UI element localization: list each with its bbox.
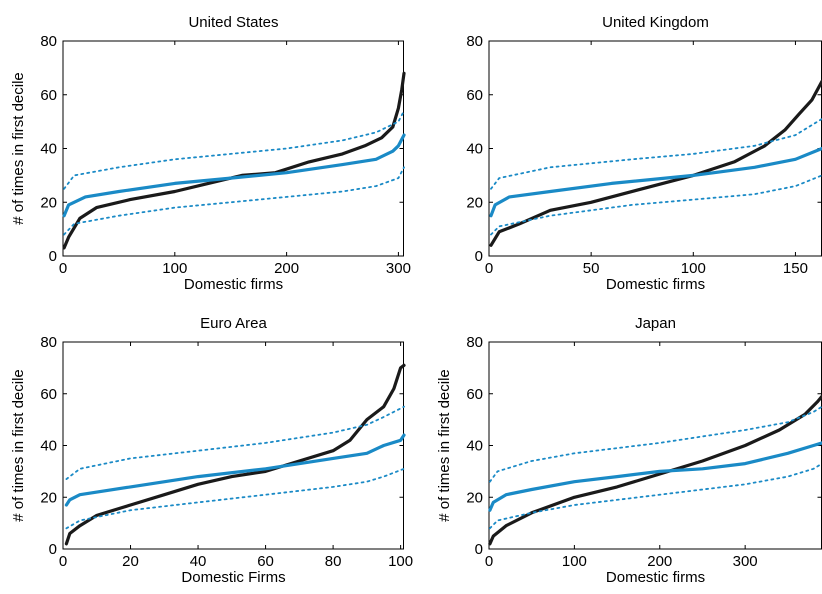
x-tick-label: 200 (274, 260, 299, 277)
y-tick-label: 0 (475, 541, 483, 558)
actual-series-line (62, 71, 406, 250)
y-tick-label: 40 (40, 438, 57, 455)
y-tick-label: 20 (466, 194, 483, 211)
y-tick-label: 60 (40, 87, 57, 104)
y-tick-label: 60 (466, 87, 483, 104)
y-tick-label: 40 (466, 141, 483, 158)
y-axis-label: # of times in first decile (10, 369, 27, 522)
y-tick-label: 60 (466, 386, 483, 403)
chart-panel: Euro Area 0 20 40 60 80 100 0 20 40 60 80 Domestic F… (10, 315, 413, 586)
y-tick-label: 80 (40, 33, 57, 50)
x-axis-label: Domestic Firms (181, 569, 285, 586)
plot-frame (62, 40, 404, 257)
x-tick-label: 0 (59, 260, 67, 277)
upper-band-line (489, 405, 822, 483)
chart-panel: Japan 0 100 200 300 0 20 40 60 80 Domestic firms # … (436, 315, 822, 586)
x-axis-label: Domestic firms (606, 276, 705, 293)
y-tick-label: 40 (40, 141, 57, 158)
x-tick-label: 0 (485, 260, 493, 277)
x-tick-label: 80 (325, 553, 342, 570)
upper-band-line (65, 405, 405, 480)
x-tick-label: 40 (190, 553, 207, 570)
x-tick-label: 100 (681, 260, 706, 277)
y-tick-label: 20 (40, 489, 57, 506)
chart-panel: United Kingdom 0 50 100 150 0 20 40 60 80 Domestic… (466, 14, 822, 293)
x-axis-label: Domestic firms (606, 569, 705, 586)
x-tick-label: 20 (122, 553, 139, 570)
y-tick-label: 0 (49, 541, 57, 558)
x-tick-label: 150 (783, 260, 808, 277)
y-axis-label: # of times in first decile (436, 369, 453, 522)
x-tick-label: 60 (257, 553, 274, 570)
chart-title: Japan (635, 315, 676, 332)
chart-title: United Kingdom (602, 14, 709, 31)
lower-band-line (490, 174, 822, 236)
x-tick-label: 300 (386, 260, 411, 277)
lower-band-line (489, 462, 822, 530)
plot-frame (488, 40, 822, 257)
y-axis-label: # of times in first decile (10, 72, 27, 225)
x-tick-label: 0 (59, 553, 67, 570)
y-tick-label: 80 (466, 334, 483, 351)
x-tick-label: 100 (162, 260, 187, 277)
y-tick-label: 20 (40, 194, 57, 211)
x-tick-label: 200 (647, 553, 672, 570)
y-tick-label: 60 (40, 386, 57, 403)
y-tick-label: 20 (466, 489, 483, 506)
y-tick-label: 80 (40, 334, 57, 351)
actual-series-line (64, 363, 406, 546)
x-tick-label: 0 (485, 553, 493, 570)
chart-panel: United States 0 100 200 300 0 20 40 60 80 Domestic… (10, 14, 411, 293)
y-tick-label: 0 (49, 248, 57, 265)
expected-series-line (488, 441, 822, 512)
actual-series-line (488, 394, 822, 546)
y-tick-label: 80 (466, 33, 483, 50)
x-tick-label: 50 (583, 260, 600, 277)
expected-series-line (62, 133, 406, 218)
plot-frame (488, 341, 822, 550)
upper-band-line (490, 118, 822, 190)
expected-series-line (64, 433, 406, 507)
lower-band-line (65, 467, 405, 530)
plot-frame (62, 341, 404, 550)
x-axis-label: Domestic firms (184, 276, 283, 293)
expected-series-line (489, 146, 822, 218)
chart-title: United States (188, 14, 278, 31)
x-tick-label: 100 (388, 553, 413, 570)
y-tick-label: 40 (466, 438, 483, 455)
y-tick-label: 0 (475, 248, 483, 265)
lower-band-line (63, 166, 405, 236)
x-tick-label: 300 (733, 553, 758, 570)
x-tick-label: 100 (562, 553, 587, 570)
chart-title: Euro Area (200, 315, 267, 332)
